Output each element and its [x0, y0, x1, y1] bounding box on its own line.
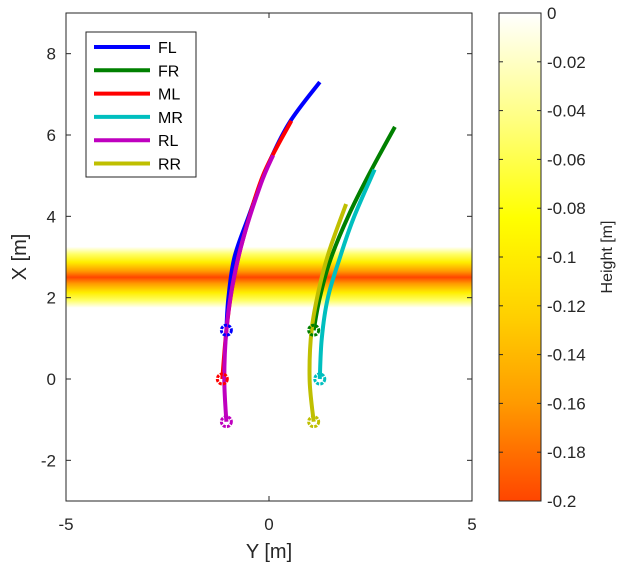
y-tick-label: 2: [47, 289, 56, 308]
legend-label-mr: MR: [158, 110, 183, 127]
y-tick-label: 0: [47, 370, 56, 389]
terrain-band: [66, 246, 472, 308]
colorbar-tick-label: -0.2: [547, 492, 576, 511]
start-marker-fl: [219, 323, 233, 337]
x-axis-label: Y [m]: [246, 541, 292, 563]
colorbar-tick-label: -0.02: [547, 53, 586, 72]
series-line-mr: [317, 168, 377, 380]
start-marker-rl: [219, 415, 233, 429]
colorbar-label: Height [m]: [599, 221, 616, 294]
y-tick-label: 4: [47, 207, 56, 226]
x-tick-label: -5: [58, 515, 73, 534]
x-tick-label: 5: [467, 515, 476, 534]
colorbar-tick-label: -0.14: [547, 346, 586, 365]
colorbar-tick-label: -0.08: [547, 199, 586, 218]
start-marker-fr: [307, 323, 321, 337]
series-line-rr: [307, 203, 348, 422]
colorbar-tick-label: -0.16: [547, 394, 586, 413]
colorbar-tick-label: 0: [547, 4, 556, 23]
start-marker-ml: [215, 372, 229, 386]
series-line-fr: [311, 125, 397, 331]
legend-label-rl: RL: [158, 133, 179, 150]
legend-label-fl: FL: [158, 40, 177, 57]
y-tick-label: 8: [47, 45, 56, 64]
colorbar-tick-label: -0.1: [547, 248, 576, 267]
legend: FL FR ML MR RL RR: [85, 31, 197, 178]
y-tick-label: -2: [41, 451, 56, 470]
legend-label-rr: RR: [158, 157, 181, 174]
series-line-rl: [222, 154, 275, 422]
legend-label-ml: ML: [158, 87, 180, 104]
series-layer: [215, 80, 397, 429]
colorbar-ticks: 0 -0.02 -0.04 -0.06 -0.08 -0.1 -0.12 -0.14 -0.16…: [499, 4, 586, 511]
colorbar-tick-label: -0.04: [547, 102, 586, 121]
legend-label-fr: FR: [158, 63, 179, 80]
colorbar-tick-label: -0.18: [547, 443, 586, 462]
legend-items: FL FR ML MR RL RR: [94, 40, 183, 174]
x-tick-label: 0: [264, 515, 273, 534]
start-marker-rr: [307, 415, 321, 429]
start-marker-mr: [313, 372, 327, 386]
axis-ticks: -5 0 5 -2 0 2 4 6 8: [41, 13, 477, 534]
y-axis-label: X [m]: [9, 234, 31, 281]
colorbar-tick-label: -0.12: [547, 297, 586, 316]
colorbar-ramp: [498, 12, 542, 502]
y-tick-label: 6: [47, 126, 56, 145]
legend-box: [85, 31, 197, 178]
colorbar: 0 -0.02 -0.04 -0.06 -0.08 -0.1 -0.12 -0.14 -0.16…: [498, 4, 616, 511]
colorbar-tick-label: -0.06: [547, 150, 586, 169]
